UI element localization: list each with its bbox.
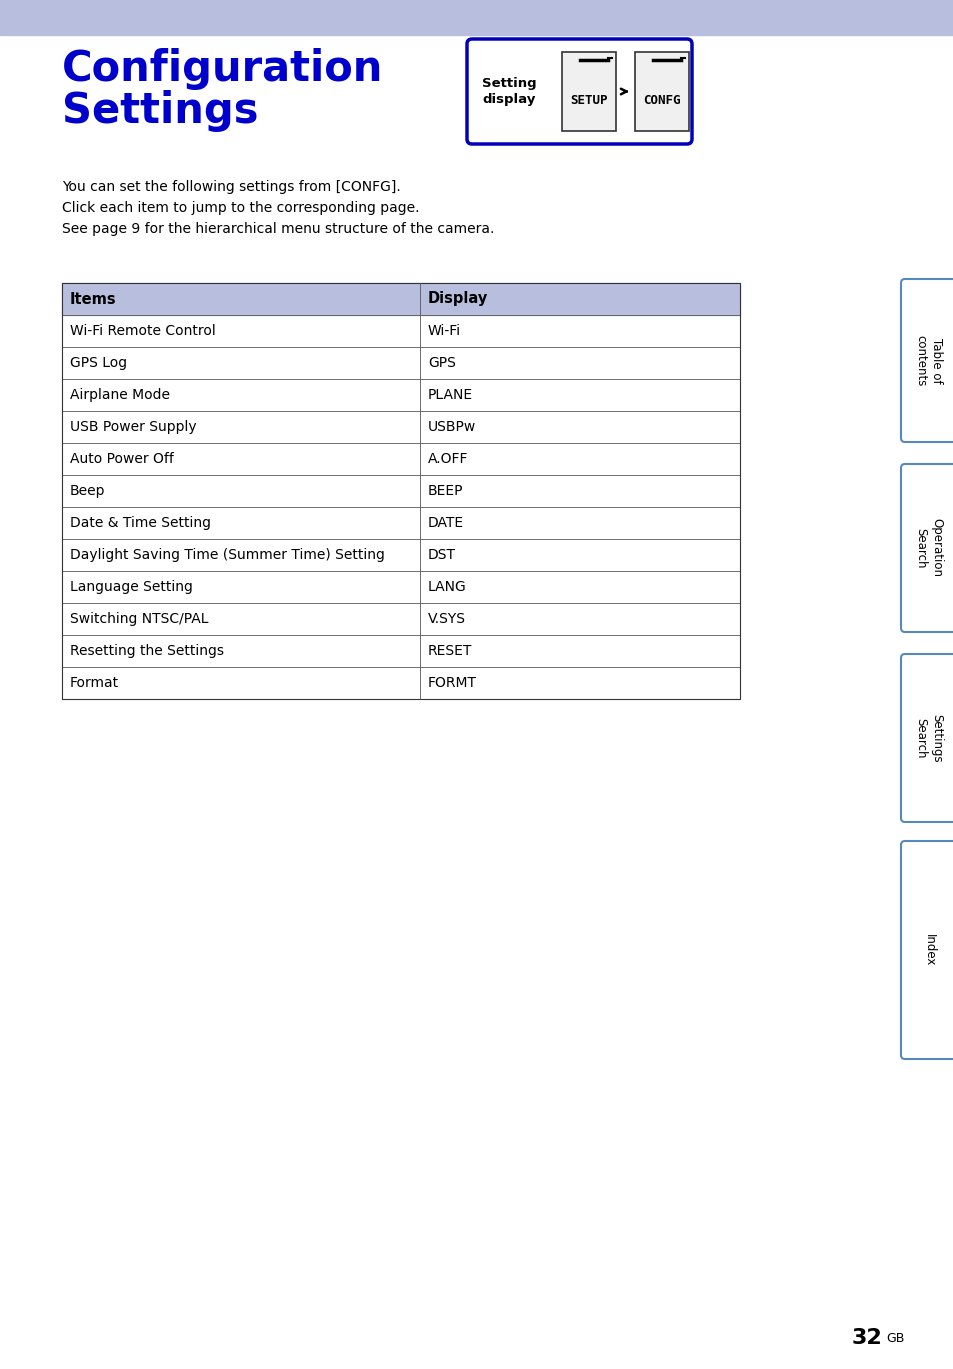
FancyBboxPatch shape xyxy=(900,464,953,632)
Bar xyxy=(62,283,740,700)
FancyBboxPatch shape xyxy=(900,841,953,1060)
Text: Items: Items xyxy=(70,292,116,307)
Text: CONFG: CONFG xyxy=(642,94,680,108)
Text: Settings: Settings xyxy=(62,90,258,131)
Bar xyxy=(62,379,740,411)
Bar xyxy=(62,475,740,507)
Text: Operation
Search: Operation Search xyxy=(914,519,943,578)
Bar xyxy=(62,539,740,571)
Text: See page 9 for the hierarchical menu structure of the camera.: See page 9 for the hierarchical menu str… xyxy=(62,222,494,235)
FancyBboxPatch shape xyxy=(900,654,953,821)
Text: You can set the following settings from [CONFG].: You can set the following settings from … xyxy=(62,179,400,194)
Bar xyxy=(635,52,688,131)
Bar xyxy=(62,602,740,635)
FancyBboxPatch shape xyxy=(467,38,691,144)
Bar xyxy=(0,0,953,36)
Bar xyxy=(62,315,740,346)
Bar xyxy=(62,507,740,539)
Text: Format: Format xyxy=(70,676,119,690)
Bar xyxy=(62,411,740,444)
Text: PLANE: PLANE xyxy=(428,387,473,402)
Bar xyxy=(561,52,616,131)
Bar xyxy=(62,346,740,379)
Text: Auto Power Off: Auto Power Off xyxy=(70,452,173,465)
Bar xyxy=(62,571,740,602)
Text: Configuration: Configuration xyxy=(62,48,383,90)
Bar xyxy=(62,667,740,700)
Text: Airplane Mode: Airplane Mode xyxy=(70,387,170,402)
Text: Daylight Saving Time (Summer Time) Setting: Daylight Saving Time (Summer Time) Setti… xyxy=(70,548,384,563)
Bar xyxy=(62,444,740,475)
Text: RESET: RESET xyxy=(428,643,472,658)
Text: GPS Log: GPS Log xyxy=(70,356,127,370)
Text: GB: GB xyxy=(885,1332,903,1344)
Text: SETUP: SETUP xyxy=(570,94,607,108)
Text: Setting
display: Setting display xyxy=(481,77,536,107)
Text: Switching NTSC/PAL: Switching NTSC/PAL xyxy=(70,612,209,626)
Text: Wi-Fi Remote Control: Wi-Fi Remote Control xyxy=(70,324,215,338)
Text: GPS: GPS xyxy=(428,356,456,370)
Text: 32: 32 xyxy=(850,1328,882,1348)
Text: FORMT: FORMT xyxy=(428,676,476,690)
Text: A.OFF: A.OFF xyxy=(428,452,468,465)
Text: Settings
Search: Settings Search xyxy=(914,713,943,763)
Text: Click each item to jump to the corresponding page.: Click each item to jump to the correspon… xyxy=(62,201,419,215)
Bar xyxy=(62,635,740,667)
Text: Table of
contents: Table of contents xyxy=(914,335,943,386)
Text: USB Power Supply: USB Power Supply xyxy=(70,420,196,434)
Text: Index: Index xyxy=(922,934,935,967)
Text: V.SYS: V.SYS xyxy=(428,612,465,626)
Text: Wi-Fi: Wi-Fi xyxy=(428,324,460,338)
Text: DATE: DATE xyxy=(428,516,464,530)
Text: DST: DST xyxy=(428,548,456,563)
Text: BEEP: BEEP xyxy=(428,485,463,498)
FancyBboxPatch shape xyxy=(900,279,953,442)
Text: Display: Display xyxy=(428,292,488,307)
Text: Date & Time Setting: Date & Time Setting xyxy=(70,516,211,530)
Text: Resetting the Settings: Resetting the Settings xyxy=(70,643,224,658)
Text: Beep: Beep xyxy=(70,485,106,498)
Text: LANG: LANG xyxy=(428,580,466,594)
Text: Language Setting: Language Setting xyxy=(70,580,193,594)
Bar xyxy=(62,283,740,315)
Text: USBPw: USBPw xyxy=(428,420,476,434)
